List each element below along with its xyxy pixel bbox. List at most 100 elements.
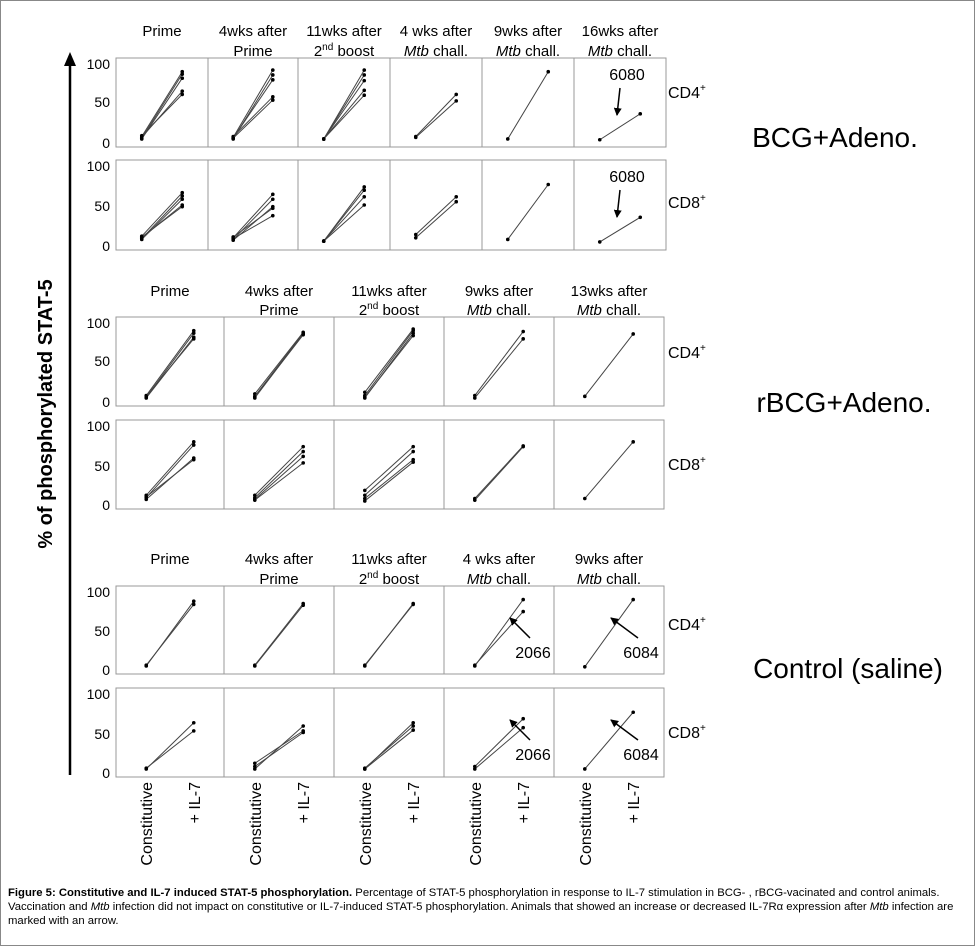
x-category-label: Constitutive	[358, 782, 375, 866]
data-point-il7	[411, 602, 416, 607]
figure-caption: Figure 5: Constitutive and IL-7 induced …	[8, 886, 970, 928]
data-point-constitutive	[253, 395, 257, 399]
cell-type-sup: +	[700, 193, 706, 204]
data-point-il7	[362, 93, 367, 98]
data-point-il7	[271, 213, 275, 218]
data-point-constitutive	[363, 499, 367, 503]
x-category-label: + IL-7	[406, 782, 423, 823]
y-tick-label: 50	[94, 198, 110, 214]
data-point-il7	[191, 720, 196, 725]
data-point-il7	[454, 199, 459, 204]
data-point-constitutive	[253, 761, 257, 766]
timepoint-header-line1: 11wks after	[351, 551, 427, 568]
group-2: Control (saline) Prime 4wks after Prime 11wk…	[87, 551, 943, 781]
group-label: Control (saline)	[753, 653, 943, 684]
data-line	[254, 451, 304, 499]
data-line	[599, 113, 641, 141]
data-point-il7	[191, 599, 196, 603]
data-point-il7	[301, 332, 306, 337]
panel-row-frame	[115, 316, 665, 407]
caption-body-1: Percentage of STAT-5 phosphorylation in …	[8, 887, 940, 913]
group-label: rBCG+Adeno.	[756, 387, 931, 418]
data-line	[474, 727, 524, 770]
caption-body-3: infection are marked with an arrow.	[8, 901, 954, 927]
panel-row-frame	[115, 57, 667, 148]
data-line	[145, 604, 195, 666]
data-point-constitutive	[413, 135, 418, 140]
caption-body-2: infection did not impact on constitutive…	[112, 901, 867, 913]
data-line	[323, 196, 365, 242]
data-point-il7	[411, 720, 416, 725]
data-point-constitutive	[139, 133, 144, 138]
annotation-arrow	[613, 87, 622, 116]
data-point-il7	[301, 603, 306, 607]
panel-row-frame	[115, 159, 667, 251]
data-line	[364, 335, 414, 398]
annotation-label: 6084	[623, 645, 659, 662]
data-point-il7	[631, 710, 635, 715]
timepoint-header-line2: Prime	[259, 571, 298, 588]
data-line	[415, 94, 457, 137]
data-line	[232, 96, 274, 137]
data-point-constitutive	[253, 498, 257, 502]
data-point-constitutive	[473, 767, 477, 771]
data-point-il7	[411, 449, 416, 454]
data-line	[415, 196, 457, 235]
data-line	[474, 599, 524, 667]
y-tick-label: 100	[87, 56, 111, 72]
y-tick-label: 100	[87, 158, 111, 174]
data-point-constitutive	[144, 663, 149, 667]
timepoint-header-sup: nd	[322, 42, 333, 53]
data-line	[254, 730, 304, 764]
data-line	[254, 334, 304, 398]
y-tick-label: 100	[87, 686, 111, 702]
data-point-constitutive	[144, 766, 149, 770]
data-point-il7	[631, 597, 635, 602]
timepoint-header-part: 2	[359, 302, 367, 319]
x-category-label: + IL-7	[516, 782, 533, 823]
timepoint-header-line2: Mtb chall.	[496, 43, 560, 60]
data-line	[254, 332, 304, 395]
data-line	[254, 604, 304, 667]
annotation-arrow	[610, 719, 639, 741]
data-point-il7	[191, 443, 196, 447]
data-point-il7	[271, 192, 275, 197]
data-line	[254, 462, 304, 501]
timepoint-header-line2: Prime	[259, 302, 298, 319]
data-point-il7	[180, 197, 185, 202]
data-point-il7	[180, 190, 185, 195]
y-tick-label: 0	[102, 765, 110, 781]
data-point-il7	[521, 444, 525, 449]
data-point-il7	[521, 716, 525, 721]
timepoint-header-line1: 4wks after	[219, 23, 287, 40]
timepoint-header-line2: 2nd boost	[359, 570, 420, 588]
timepoint-header-line1: 9wks after	[575, 551, 643, 568]
cell-type-sup: +	[700, 455, 706, 466]
data-point-constitutive	[139, 235, 144, 239]
timepoint-header-line1: 4 wks after	[463, 551, 536, 568]
data-line	[145, 444, 195, 499]
data-point-constitutive	[583, 496, 587, 501]
data-point-il7	[454, 92, 459, 97]
data-point-il7	[301, 724, 306, 728]
y-tick-label: 0	[102, 135, 110, 151]
data-line	[507, 71, 549, 140]
data-point-il7	[301, 730, 306, 735]
cell-type-sup: +	[700, 615, 706, 626]
data-line	[364, 729, 414, 770]
data-line	[323, 90, 365, 140]
x-category-label: + IL-7	[296, 782, 313, 823]
data-line	[232, 99, 274, 139]
timepoint-header-line1: 4 wks after	[400, 23, 473, 40]
y-tick-label: 50	[94, 726, 110, 742]
data-point-constitutive	[321, 137, 326, 141]
timepoint-header-sup: nd	[367, 570, 378, 581]
data-line	[474, 445, 524, 499]
data-line	[232, 207, 274, 238]
data-point-constitutive	[144, 495, 149, 499]
data-line	[507, 184, 549, 240]
data-line	[323, 94, 365, 140]
data-line	[254, 332, 304, 397]
